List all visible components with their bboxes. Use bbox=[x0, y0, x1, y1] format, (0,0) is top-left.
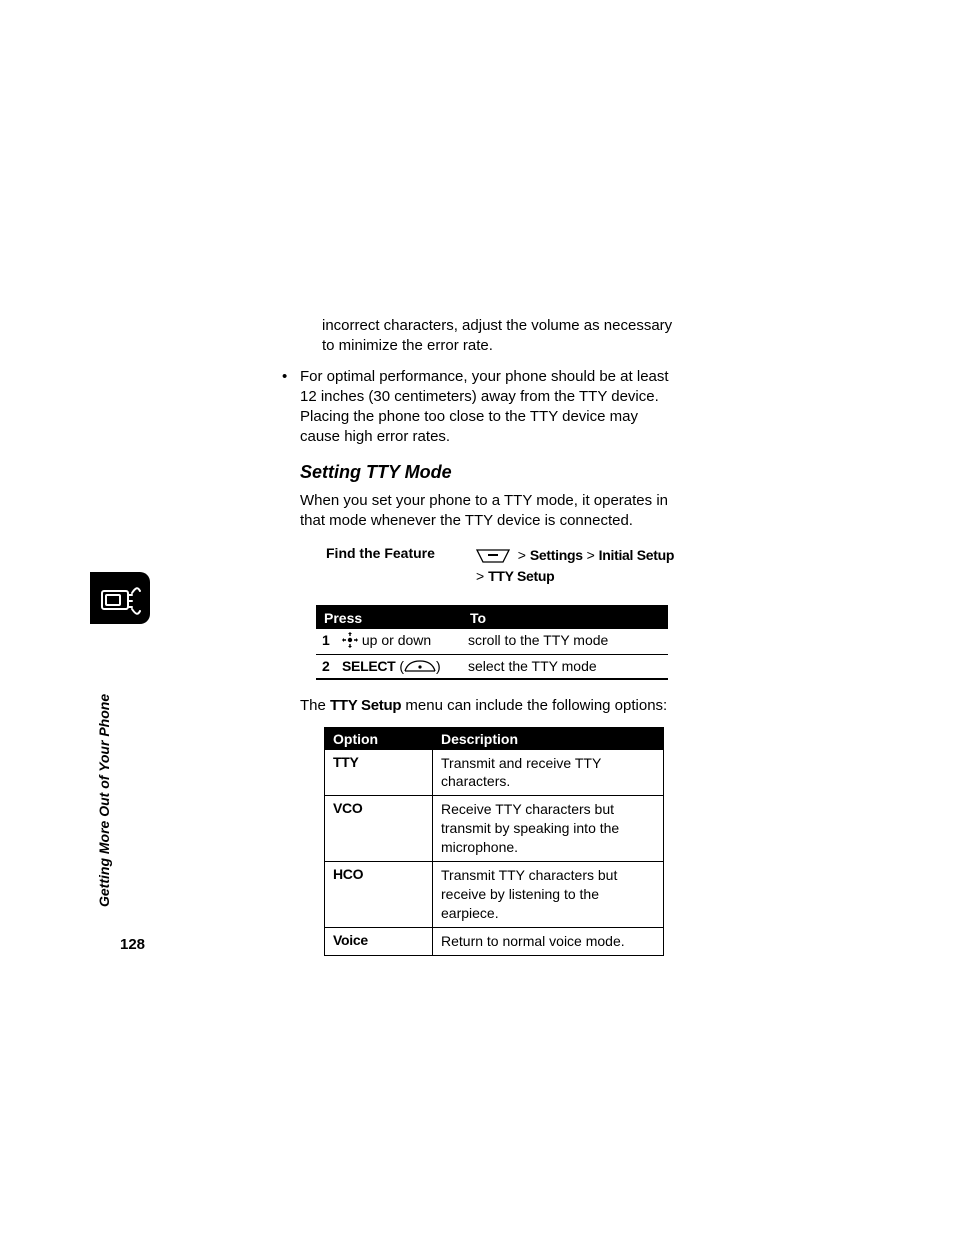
options-intro: The TTY Setup menu can include the follo… bbox=[300, 696, 680, 716]
bullet-text: For optimal performance, your phone shou… bbox=[300, 367, 680, 448]
table-row: Voice Return to normal voice mode. bbox=[325, 927, 663, 955]
text: menu can include the following options: bbox=[401, 697, 667, 714]
path-settings: Settings bbox=[530, 547, 583, 563]
table-row: TTY Transmit and receive TTY characters. bbox=[325, 750, 663, 796]
table-row: 1 up or down scroll to the TTY mode bbox=[316, 629, 668, 654]
intro-paragraph: When you set your phone to a TTY mode, i… bbox=[300, 491, 680, 532]
option-name: TTY bbox=[325, 750, 433, 796]
select-label: SELECT bbox=[342, 658, 395, 674]
step-number: 2 bbox=[316, 655, 338, 678]
text: The bbox=[300, 697, 330, 714]
gt: > bbox=[518, 547, 526, 563]
option-desc: Receive TTY characters but transmit by s… bbox=[433, 796, 663, 861]
table-row: 2 SELECT ( ) select the TTY mode bbox=[316, 654, 668, 678]
option-name: HCO bbox=[325, 862, 433, 927]
col-option: Option bbox=[325, 728, 433, 750]
path-tty-setup: TTY Setup bbox=[488, 568, 554, 584]
tty-setup-bold: TTY Setup bbox=[330, 697, 401, 714]
phonebook-icon bbox=[98, 581, 142, 615]
table-row: HCO Transmit TTY characters but receive … bbox=[325, 861, 663, 927]
step-action-text: up or down bbox=[358, 632, 431, 648]
col-to: To bbox=[464, 607, 668, 629]
table-header-row: Option Description bbox=[325, 728, 663, 750]
find-the-feature: Find the Feature > Settings > Initial Se… bbox=[326, 545, 680, 587]
section-running-title: Getting More Out of Your Phone bbox=[96, 694, 112, 907]
bullet-marker: • bbox=[282, 367, 300, 448]
find-the-feature-label: Find the Feature bbox=[326, 545, 476, 587]
option-desc: Return to normal voice mode. bbox=[433, 928, 663, 955]
section-tab bbox=[90, 572, 150, 624]
path-initial-setup: Initial Setup bbox=[599, 547, 674, 563]
col-description: Description bbox=[433, 728, 663, 750]
continuation-paragraph: incorrect characters, adjust the volume … bbox=[322, 316, 680, 357]
section-heading: Setting TTY Mode bbox=[300, 462, 680, 483]
step-action: up or down bbox=[338, 629, 464, 654]
find-the-feature-path: > Settings > Initial Setup > TTY Setup bbox=[476, 545, 674, 587]
page-content: incorrect characters, adjust the volume … bbox=[300, 316, 680, 956]
table-header-row: Press To bbox=[316, 607, 668, 629]
option-table: Option Description TTY Transmit and rece… bbox=[324, 727, 664, 956]
table-row: VCO Receive TTY characters but transmit … bbox=[325, 795, 663, 861]
step-result: scroll to the TTY mode bbox=[464, 629, 668, 654]
option-name: VCO bbox=[325, 796, 433, 861]
page-number: 128 bbox=[120, 936, 145, 953]
option-desc: Transmit and receive TTY characters. bbox=[433, 750, 663, 796]
option-name: Voice bbox=[325, 928, 433, 955]
press-to-table: Press To 1 up or down scroll to the TTY … bbox=[316, 605, 668, 680]
option-desc: Transmit TTY characters but receive by l… bbox=[433, 862, 663, 927]
col-press: Press bbox=[316, 607, 464, 629]
step-result: select the TTY mode bbox=[464, 655, 668, 678]
nav-key-icon bbox=[342, 632, 358, 651]
menu-key-icon bbox=[476, 549, 510, 563]
gt: > bbox=[587, 547, 595, 563]
select-key-icon bbox=[404, 659, 436, 675]
step-number: 1 bbox=[316, 629, 338, 654]
bullet-item: • For optimal performance, your phone sh… bbox=[282, 367, 680, 448]
step-action: SELECT ( ) bbox=[338, 655, 464, 678]
gt: > bbox=[476, 568, 484, 584]
